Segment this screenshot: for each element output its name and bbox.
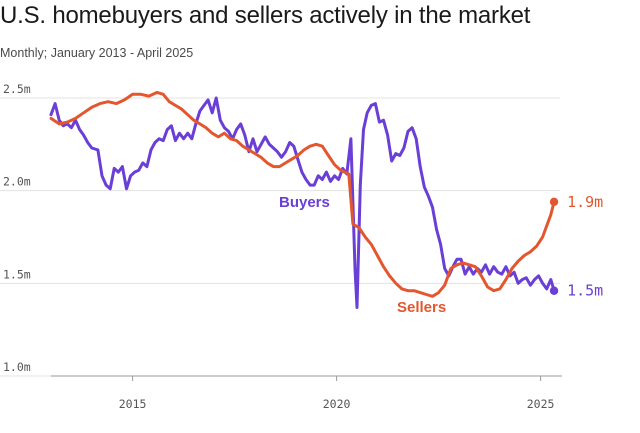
buyers-end-label: 1.5m	[567, 282, 603, 300]
y-tick-label: 1.0m	[3, 360, 31, 374]
sellers-series-label: Sellers	[397, 299, 446, 316]
series-labels: 1.5m 1.9m Buyers Sellers	[279, 193, 603, 316]
y-tick-label: 2.0m	[3, 175, 31, 189]
sellers-line	[49, 90, 556, 298]
x-tick-label: 2025	[527, 397, 555, 411]
series-layer	[49, 90, 559, 309]
buyers-line	[49, 96, 556, 309]
buyers-series-label: Buyers	[279, 194, 330, 211]
x-tick-label: 2020	[323, 397, 351, 411]
y-tick-label: 1.5m	[3, 267, 31, 281]
y-tick-label: 2.5m	[3, 82, 31, 96]
buyers-end-marker	[549, 286, 559, 295]
grid-layer	[0, 97, 562, 377]
x-tick-label: 2015	[119, 397, 147, 411]
chart-subtitle: Monthly; January 2013 - April 2025	[0, 46, 194, 60]
y-tick-labels: 2.5m 2.0m 1.5m 1.0m	[3, 82, 31, 374]
chart-title: U.S. homebuyers and sellers actively in …	[0, 2, 531, 29]
sellers-end-marker	[549, 197, 559, 206]
x-tick-labels: 2015 2020 2025	[119, 376, 555, 411]
sellers-end-label: 1.9m	[567, 193, 603, 211]
